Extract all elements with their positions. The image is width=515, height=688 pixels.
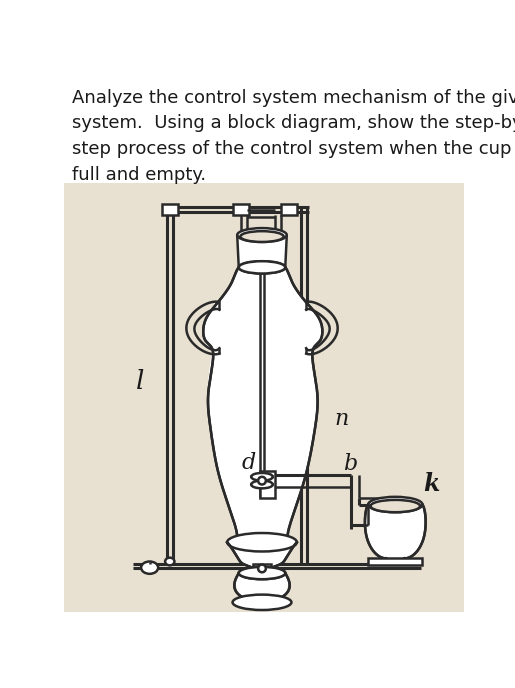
- Bar: [368, 559, 422, 565]
- Text: b: b: [344, 453, 357, 475]
- Polygon shape: [203, 268, 322, 546]
- Text: Analyze the control system mechanism of the given
system.  Using a block diagram: Analyze the control system mechanism of …: [72, 89, 515, 184]
- Bar: [253, 563, 270, 573]
- Ellipse shape: [368, 497, 422, 513]
- Bar: [233, 204, 249, 215]
- Text: n: n: [334, 408, 349, 430]
- Ellipse shape: [258, 477, 266, 484]
- Bar: [162, 204, 178, 215]
- Text: l: l: [135, 369, 144, 394]
- Ellipse shape: [370, 500, 420, 513]
- Bar: [260, 471, 275, 497]
- Ellipse shape: [239, 261, 285, 274]
- Ellipse shape: [165, 558, 175, 566]
- Polygon shape: [202, 268, 322, 542]
- Ellipse shape: [239, 567, 285, 579]
- Ellipse shape: [239, 567, 285, 579]
- Bar: [64, 182, 464, 612]
- Ellipse shape: [227, 533, 297, 552]
- Polygon shape: [237, 235, 287, 266]
- Bar: [281, 204, 297, 215]
- Ellipse shape: [239, 261, 285, 274]
- Polygon shape: [365, 504, 425, 561]
- Ellipse shape: [251, 481, 273, 488]
- Bar: [64, 83, 464, 182]
- Text: d: d: [241, 452, 255, 474]
- Ellipse shape: [251, 473, 273, 481]
- Ellipse shape: [233, 594, 291, 610]
- Text: k: k: [423, 472, 440, 495]
- Ellipse shape: [241, 231, 284, 242]
- Polygon shape: [235, 573, 289, 602]
- Polygon shape: [227, 542, 297, 569]
- Ellipse shape: [258, 565, 266, 572]
- Ellipse shape: [141, 561, 158, 574]
- Ellipse shape: [237, 228, 287, 242]
